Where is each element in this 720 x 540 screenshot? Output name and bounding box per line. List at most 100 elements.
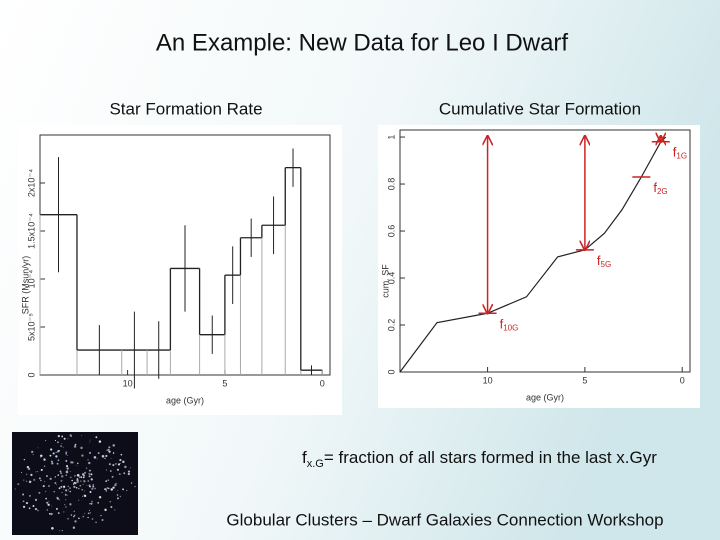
star — [38, 477, 41, 480]
star — [50, 505, 52, 507]
star — [40, 454, 42, 456]
star — [56, 497, 59, 500]
star — [89, 491, 92, 493]
star — [17, 483, 20, 486]
annotation-sub: 1G — [676, 152, 687, 161]
star — [78, 488, 80, 490]
star — [45, 440, 47, 442]
star — [64, 493, 67, 496]
star — [70, 461, 73, 464]
star — [68, 489, 70, 491]
star — [61, 435, 64, 438]
star — [60, 445, 63, 448]
star — [92, 485, 95, 488]
y-tick-label: 2x10⁻⁴ — [26, 169, 36, 197]
star — [116, 494, 119, 496]
star — [52, 452, 55, 455]
star — [71, 479, 73, 482]
star — [69, 503, 72, 506]
star — [101, 518, 104, 521]
annotation: f5G — [597, 253, 611, 269]
star — [119, 459, 122, 462]
star — [46, 475, 48, 477]
star — [100, 514, 102, 517]
star — [47, 485, 51, 488]
star — [89, 503, 91, 505]
star — [67, 485, 69, 488]
star — [93, 456, 97, 459]
star — [72, 483, 75, 485]
star — [134, 486, 136, 488]
annotation-label: f — [673, 145, 677, 160]
star — [87, 480, 90, 482]
star — [73, 510, 75, 512]
star — [74, 520, 77, 523]
star — [70, 435, 72, 437]
chart-panel — [18, 125, 342, 415]
star — [114, 483, 117, 487]
star — [129, 467, 131, 469]
star — [43, 465, 46, 468]
star — [59, 530, 61, 532]
star — [95, 521, 97, 524]
star — [31, 450, 34, 454]
x-tick-label: 10 — [483, 375, 493, 385]
star — [63, 488, 65, 490]
star — [98, 496, 102, 499]
star — [83, 475, 85, 477]
plot-frame — [399, 129, 691, 373]
star — [65, 465, 69, 468]
star — [105, 490, 108, 492]
star — [26, 473, 28, 475]
y-axis-label: SFR (Msun/yr) — [20, 256, 30, 315]
star — [21, 471, 23, 473]
star — [37, 509, 39, 512]
star — [77, 474, 80, 477]
star — [108, 451, 110, 453]
x-axis-label: age (Gyr) — [526, 392, 564, 402]
star — [66, 454, 68, 456]
star — [73, 481, 77, 484]
star — [90, 473, 93, 476]
star — [61, 492, 63, 494]
star — [22, 500, 25, 503]
star — [112, 486, 115, 489]
star — [73, 445, 77, 448]
star — [69, 470, 71, 472]
star — [43, 457, 45, 459]
caption-sub: x.G — [307, 458, 324, 470]
star — [49, 454, 52, 457]
star — [25, 480, 28, 483]
star — [108, 446, 111, 449]
star — [62, 485, 66, 488]
star — [90, 478, 93, 481]
star — [74, 514, 76, 517]
star — [87, 459, 89, 461]
star — [112, 464, 115, 467]
star — [32, 454, 34, 456]
star — [56, 462, 59, 465]
star — [76, 480, 79, 484]
star — [105, 454, 108, 458]
y-tick-label: 1.5x10⁻⁴ — [26, 213, 36, 249]
star — [26, 465, 30, 469]
footer: Globular Clusters – Dwarf Galaxies Conne… — [226, 510, 663, 529]
star — [110, 457, 112, 459]
y-axis-label: cum. SF — [380, 264, 390, 298]
star — [64, 504, 66, 506]
star — [111, 475, 114, 478]
star — [56, 484, 58, 486]
star — [79, 484, 82, 487]
star — [22, 505, 26, 509]
star — [97, 452, 100, 454]
star — [89, 485, 91, 488]
star — [61, 475, 64, 478]
annotation-sub: 10G — [503, 323, 518, 332]
star — [120, 453, 123, 456]
star — [57, 434, 60, 438]
star — [105, 480, 108, 482]
star — [62, 446, 64, 448]
caption-text: = fraction of all stars formed in the la… — [324, 448, 657, 467]
star — [14, 488, 16, 490]
caption-f: f — [302, 448, 307, 467]
